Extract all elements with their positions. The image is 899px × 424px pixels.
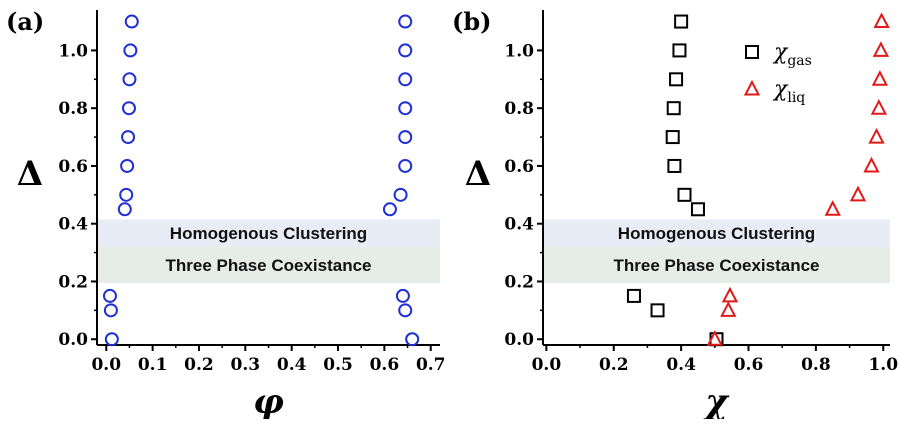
x-tick-label: 0.4 bbox=[666, 355, 696, 375]
data-point-square bbox=[674, 14, 689, 29]
data-point-circle bbox=[103, 303, 118, 318]
data-point-circle bbox=[117, 202, 132, 217]
y-tick-label: 0.2 bbox=[504, 272, 534, 292]
band-label-2: Three Phase Coexistance bbox=[166, 256, 372, 275]
data-point-square bbox=[677, 187, 692, 202]
data-point-circle bbox=[122, 72, 137, 87]
y-tick-label: 0.2 bbox=[58, 272, 88, 292]
data-point-circle bbox=[121, 101, 136, 116]
band-label-1: Homogenous Clustering bbox=[618, 224, 815, 243]
x-tick-label: 0.0 bbox=[532, 355, 562, 375]
y-tick-label: 0.8 bbox=[58, 99, 88, 119]
panel-label: (b) bbox=[452, 7, 492, 36]
data-point-square bbox=[650, 303, 665, 318]
x-axis-title: χ bbox=[703, 382, 730, 419]
y-tick-label: 1.0 bbox=[58, 41, 88, 61]
x-tick-label: 0.8 bbox=[801, 355, 831, 375]
x-tick-label: 1.0 bbox=[868, 355, 898, 375]
y-tick-label: 0.4 bbox=[504, 215, 534, 235]
panel-a: Homogenous Clustering Three Phase Coexist… bbox=[6, 7, 446, 422]
data-point-triangle bbox=[872, 41, 890, 57]
y-tick-label: 0.6 bbox=[504, 157, 534, 177]
legend-marker-gas bbox=[745, 45, 759, 59]
x-tick-label: 0.2 bbox=[184, 355, 214, 375]
x-tick-label: 0.4 bbox=[277, 355, 307, 375]
data-point-triangle bbox=[706, 330, 723, 346]
data-point-triangle bbox=[871, 70, 889, 86]
legend-marker-liq bbox=[743, 79, 761, 96]
data-point-triangle bbox=[870, 99, 888, 115]
data-point-square bbox=[626, 288, 641, 303]
x-tick-label: 0.6 bbox=[734, 355, 764, 375]
data-point-circle bbox=[382, 202, 397, 217]
data-point-circle bbox=[124, 14, 139, 29]
x-tick-label: 0.7 bbox=[416, 355, 446, 375]
data-point-circle bbox=[405, 332, 420, 347]
data-point-circle bbox=[398, 158, 413, 173]
panel-b: Homogenous Clustering Three Phase Coexist… bbox=[452, 7, 898, 422]
data-point-circle bbox=[120, 158, 135, 173]
data-point-circle bbox=[102, 288, 117, 303]
data-point-square bbox=[690, 202, 705, 217]
y-tick-label: 0.4 bbox=[58, 215, 88, 235]
data-point-circle bbox=[119, 187, 134, 202]
data-point-circle bbox=[104, 332, 119, 347]
y-axis-title: Δ bbox=[465, 154, 491, 194]
data-point-triangle bbox=[873, 12, 890, 29]
y-tick-label: 0.0 bbox=[58, 330, 88, 350]
band-1 bbox=[543, 219, 890, 247]
data-point-triangle bbox=[721, 286, 739, 303]
data-point-circle bbox=[398, 72, 413, 87]
data-point-triangle bbox=[824, 200, 841, 216]
data-point-triangle bbox=[863, 156, 880, 173]
band-1 bbox=[97, 219, 440, 247]
panel-label: (a) bbox=[6, 7, 44, 36]
data-point-circle bbox=[398, 130, 413, 145]
band-label-1: Homogenous Clustering bbox=[170, 224, 367, 243]
y-tick-label: 0.8 bbox=[504, 99, 534, 119]
x-tick-label: 0.5 bbox=[323, 355, 353, 375]
band-2 bbox=[97, 246, 440, 283]
data-point-square bbox=[669, 72, 684, 87]
y-tick-label: 1.0 bbox=[504, 41, 534, 61]
y-tick-label: 0.6 bbox=[58, 157, 88, 177]
y-axis-title: Δ bbox=[17, 154, 43, 194]
data-point-square bbox=[666, 101, 681, 116]
x-tick-label: 0.6 bbox=[370, 355, 400, 375]
data-point-circle bbox=[395, 288, 410, 303]
data-point-triangle bbox=[868, 127, 885, 144]
x-tick-label: 0.1 bbox=[138, 355, 168, 375]
data-point-triangle bbox=[720, 301, 737, 317]
data-point-square bbox=[672, 43, 687, 58]
x-axis-title: φ bbox=[253, 382, 284, 419]
data-point-triangle bbox=[849, 185, 867, 202]
data-point-circle bbox=[398, 14, 413, 29]
x-tick-label: 0.2 bbox=[599, 355, 629, 375]
legend-label-gas: χgas bbox=[772, 40, 812, 69]
data-point-circle bbox=[393, 187, 408, 202]
x-tick-label: 0.0 bbox=[91, 355, 121, 375]
data-point-circle bbox=[398, 303, 413, 318]
data-point-circle bbox=[123, 43, 138, 58]
band-label-2: Three Phase Coexistance bbox=[614, 256, 820, 275]
data-point-square bbox=[667, 158, 682, 173]
y-tick-label: 0.0 bbox=[504, 330, 534, 350]
data-point-circle bbox=[398, 101, 413, 116]
legend-label-liq: χliq bbox=[772, 77, 805, 106]
data-point-circle bbox=[398, 43, 413, 58]
data-point-circle bbox=[121, 130, 136, 145]
x-tick-label: 0.3 bbox=[231, 355, 261, 375]
band-2 bbox=[543, 246, 890, 283]
data-point-square bbox=[665, 130, 680, 145]
